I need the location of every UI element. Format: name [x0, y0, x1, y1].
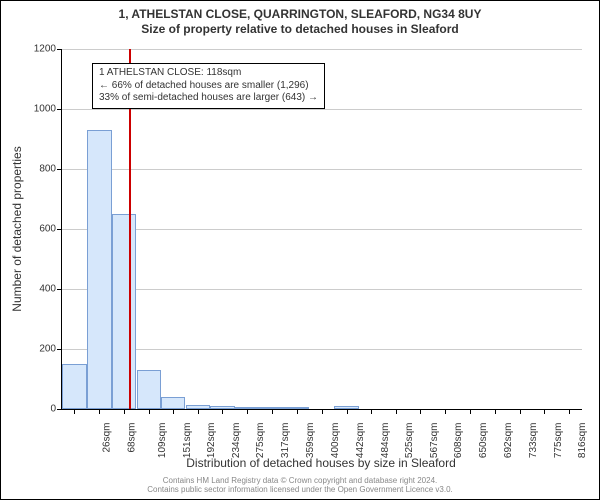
- x-tick: [371, 409, 372, 414]
- x-tick: [198, 409, 199, 414]
- y-tick-label: 0: [16, 404, 56, 415]
- annotation-line: ← 66% of detached houses are smaller (1,…: [99, 80, 318, 93]
- annotation-line: 33% of semi-detached houses are larger (…: [99, 92, 318, 105]
- x-tick-label: 68sqm: [127, 423, 138, 453]
- y-tick-label: 1000: [16, 104, 56, 115]
- x-tick: [322, 409, 323, 414]
- histogram-bar: [137, 370, 161, 409]
- x-tick: [420, 409, 421, 414]
- x-tick-label: 650sqm: [478, 423, 489, 459]
- y-tick: [57, 109, 62, 110]
- x-tick-label: 816sqm: [577, 423, 588, 459]
- x-tick: [149, 409, 150, 414]
- annotation-box: 1 ATHELSTAN CLOSE: 118sqm← 66% of detach…: [92, 63, 325, 109]
- y-tick-label: 200: [16, 344, 56, 355]
- x-tick-label: 733sqm: [528, 423, 539, 459]
- chart-container: 1, ATHELSTAN CLOSE, QUARRINGTON, SLEAFOR…: [0, 0, 600, 500]
- x-tick: [247, 409, 248, 414]
- histogram-bar: [112, 214, 136, 409]
- y-tick-label: 800: [16, 164, 56, 175]
- x-tick-label: 192sqm: [206, 423, 217, 459]
- x-tick-label: 109sqm: [157, 423, 168, 459]
- y-tick: [57, 349, 62, 350]
- x-tick-label: 567sqm: [429, 423, 440, 459]
- x-tick-label: 525sqm: [404, 423, 415, 459]
- y-tick: [57, 49, 62, 50]
- x-tick: [445, 409, 446, 414]
- grid-line: [62, 109, 582, 110]
- footer-credits: Contains HM Land Registry data © Crown c…: [1, 476, 599, 495]
- x-tick-label: 484sqm: [380, 423, 391, 459]
- x-tick: [569, 409, 570, 414]
- y-tick-label: 1200: [16, 44, 56, 55]
- x-tick: [272, 409, 273, 414]
- y-tick-label: 600: [16, 224, 56, 235]
- plot-wrap: 02004006008001000120026sqm68sqm109sqm151…: [61, 49, 581, 409]
- x-tick: [222, 409, 223, 414]
- grid-line: [62, 289, 582, 290]
- chart-title-2: Size of property relative to detached ho…: [1, 22, 599, 37]
- x-tick: [396, 409, 397, 414]
- x-tick-label: 400sqm: [330, 423, 341, 459]
- histogram-bar: [161, 397, 185, 409]
- y-tick: [57, 169, 62, 170]
- x-tick: [347, 409, 348, 414]
- x-tick: [124, 409, 125, 414]
- histogram-bar: [87, 130, 111, 409]
- x-tick: [495, 409, 496, 414]
- x-tick: [173, 409, 174, 414]
- y-tick: [57, 409, 62, 410]
- grid-line: [62, 229, 582, 230]
- x-tick-label: 608sqm: [453, 423, 464, 459]
- x-tick-label: 234sqm: [231, 423, 242, 459]
- footer-line-2: Contains public sector information licen…: [1, 485, 599, 495]
- histogram-bar: [62, 364, 86, 409]
- grid-line: [62, 349, 582, 350]
- y-tick: [57, 229, 62, 230]
- chart-title-1: 1, ATHELSTAN CLOSE, QUARRINGTON, SLEAFOR…: [1, 1, 599, 22]
- x-tick: [74, 409, 75, 414]
- x-tick-label: 775sqm: [553, 423, 564, 459]
- plot-area: 02004006008001000120026sqm68sqm109sqm151…: [61, 49, 582, 410]
- x-tick: [297, 409, 298, 414]
- annotation-line: 1 ATHELSTAN CLOSE: 118sqm: [99, 67, 318, 80]
- x-tick-label: 317sqm: [280, 423, 291, 459]
- x-tick-label: 692sqm: [503, 423, 514, 459]
- x-tick: [99, 409, 100, 414]
- x-tick: [470, 409, 471, 414]
- x-tick-label: 442sqm: [355, 423, 366, 459]
- y-tick: [57, 289, 62, 290]
- x-axis-label: Distribution of detached houses by size …: [186, 456, 456, 470]
- x-tick-label: 26sqm: [102, 423, 113, 453]
- y-tick-label: 400: [16, 284, 56, 295]
- x-tick-label: 275sqm: [256, 423, 267, 459]
- x-tick: [520, 409, 521, 414]
- footer-line-1: Contains HM Land Registry data © Crown c…: [1, 476, 599, 486]
- x-tick: [544, 409, 545, 414]
- x-tick-label: 359sqm: [305, 423, 316, 459]
- x-tick-label: 151sqm: [182, 423, 193, 459]
- grid-line: [62, 169, 582, 170]
- grid-line: [62, 49, 582, 50]
